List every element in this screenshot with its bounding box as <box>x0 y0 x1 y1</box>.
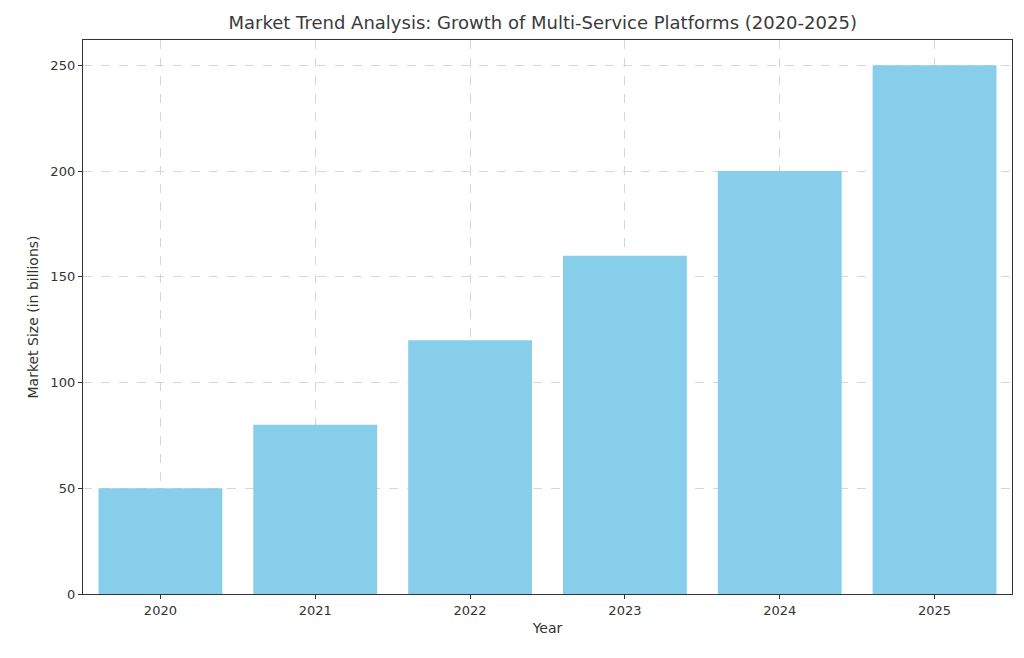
svg-text:2023: 2023 <box>608 603 641 618</box>
svg-text:250: 250 <box>50 58 75 73</box>
svg-text:0: 0 <box>67 587 75 602</box>
svg-text:2020: 2020 <box>144 603 177 618</box>
svg-text:2022: 2022 <box>454 603 487 618</box>
svg-text:2024: 2024 <box>763 603 796 618</box>
svg-text:Market Size (in billions): Market Size (in billions) <box>25 235 41 398</box>
svg-text:150: 150 <box>50 269 75 284</box>
svg-text:Year: Year <box>532 620 563 636</box>
svg-text:100: 100 <box>50 375 75 390</box>
svg-text:2021: 2021 <box>299 603 332 618</box>
svg-text:200: 200 <box>50 164 75 179</box>
svg-text:Market Trend Analysis: Growth: Market Trend Analysis: Growth of Multi-S… <box>229 12 857 33</box>
svg-text:50: 50 <box>59 481 76 496</box>
svg-text:2025: 2025 <box>918 603 951 618</box>
